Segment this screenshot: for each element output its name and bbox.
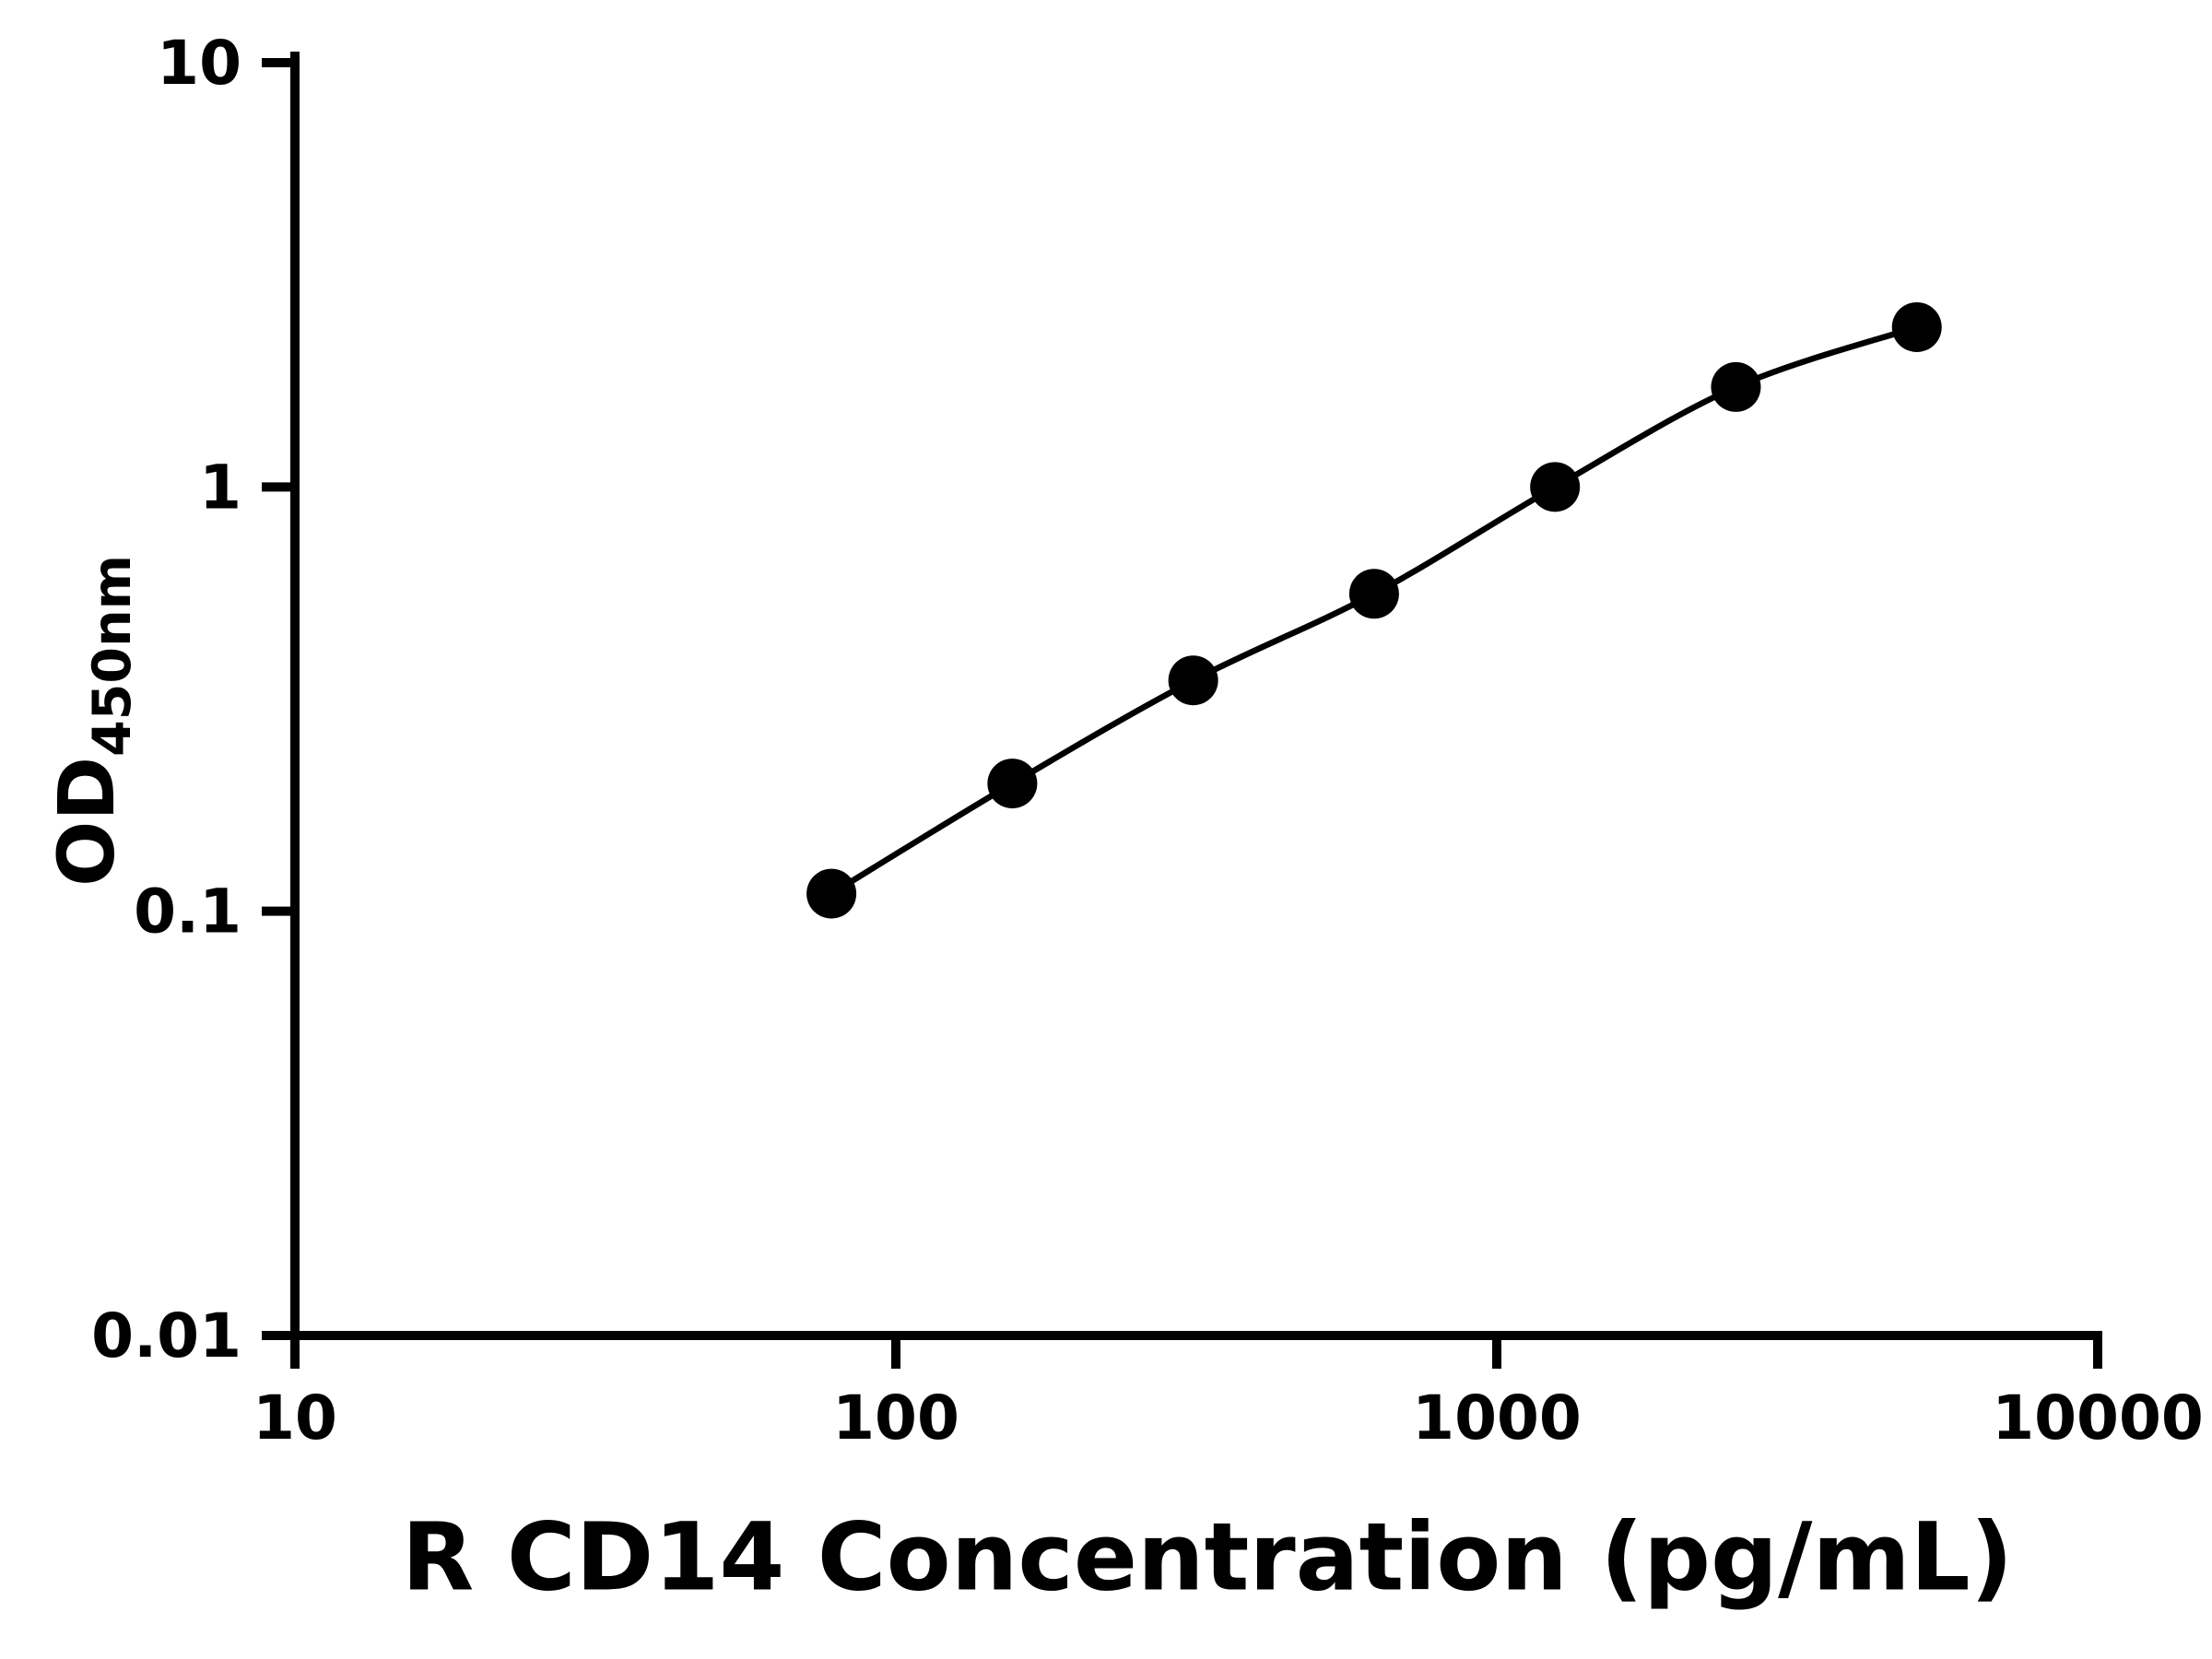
x-axis-title: R CD14 Concentration (pg/mL) (401, 1502, 2014, 1613)
data-point (1168, 655, 1218, 706)
y-axis-title-subscript: 450nm (82, 554, 143, 757)
y-axis-title: OD450nm (41, 555, 143, 887)
data-point (1348, 569, 1399, 619)
y-tick-label: 1 (199, 452, 241, 523)
y-tick-label: 10 (157, 28, 241, 99)
y-axis-title-main: OD (41, 756, 132, 888)
y-tick-label: 0.1 (134, 877, 241, 947)
data-point (1530, 462, 1581, 512)
x-tick-label: 10000 (1992, 1382, 2204, 1453)
x-tick-label: 1000 (1412, 1382, 1582, 1453)
data-point (1711, 361, 1761, 412)
x-tick-label: 100 (832, 1382, 959, 1453)
data-point (1891, 301, 1942, 352)
x-tick-label: 10 (253, 1382, 337, 1453)
data-point (987, 759, 1038, 809)
data-point (806, 868, 857, 919)
y-tick-label: 0.01 (91, 1300, 241, 1371)
